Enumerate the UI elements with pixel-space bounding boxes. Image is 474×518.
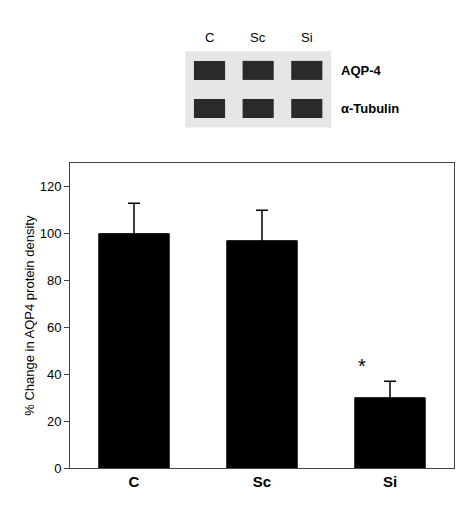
svg-text:C: C (205, 30, 214, 45)
svg-text:Sc: Sc (250, 30, 266, 45)
svg-text:Si: Si (301, 30, 313, 45)
svg-text:Si: Si (383, 473, 397, 490)
svg-text:0: 0 (54, 461, 61, 476)
svg-text:C: C (129, 473, 140, 490)
svg-text:*: * (358, 355, 366, 377)
svg-text:α-Tubulin: α-Tubulin (341, 101, 399, 116)
svg-text:20: 20 (47, 414, 61, 429)
svg-text:AQP-4: AQP-4 (341, 63, 382, 78)
svg-text:% Change in AQP4 protein densi: % Change in AQP4 protein density (22, 215, 37, 416)
svg-text:Sc: Sc (253, 473, 271, 490)
svg-text:80: 80 (47, 273, 61, 288)
svg-text:40: 40 (47, 367, 61, 382)
svg-text:120: 120 (40, 179, 62, 194)
svg-text:100: 100 (40, 226, 62, 241)
svg-text:60: 60 (47, 320, 61, 335)
